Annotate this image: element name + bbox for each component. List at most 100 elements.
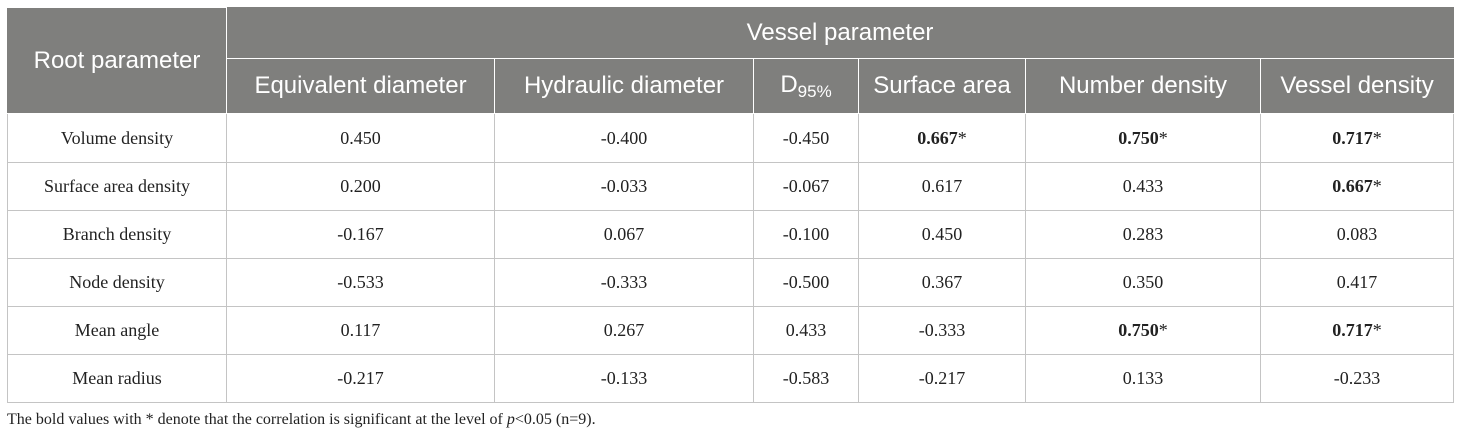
cell-value: 0.667 xyxy=(1332,176,1373,196)
table-cell: -0.233 xyxy=(1259,354,1455,403)
table-cell: 0.750* xyxy=(1025,113,1261,163)
table-cell: -0.133 xyxy=(494,354,754,403)
column-header-label: D xyxy=(780,70,798,98)
table-cell: 0.450 xyxy=(226,113,495,163)
column-header-row: Equivalent diameter Hydraulic diameter D95… xyxy=(8,58,1455,114)
column-header-label: Equivalent diameter xyxy=(254,72,467,99)
column-header-label: Surface area xyxy=(873,72,1011,99)
column-header: Hydraulic diameter xyxy=(494,58,754,114)
column-header: Number density xyxy=(1025,58,1261,114)
cell-value: 0.117 xyxy=(340,320,381,340)
table-cell: 0.067 xyxy=(494,210,754,259)
table-cell: -0.100 xyxy=(753,210,859,259)
correlation-table: Root parameter Vessel parameter Equivale… xyxy=(7,7,1455,403)
table-cell: -0.400 xyxy=(494,113,754,163)
cell-value: 0.267 xyxy=(603,320,645,340)
column-header-subscript: 95% xyxy=(797,81,832,101)
table-cell: 0.617 xyxy=(858,162,1026,211)
cell-value: -0.400 xyxy=(600,127,648,148)
cell-value: -0.333 xyxy=(918,320,966,340)
row-label: Volume density xyxy=(7,113,227,163)
cell-value: -0.533 xyxy=(337,272,384,292)
cell-value: -0.217 xyxy=(918,368,966,388)
table-cell: 0.350 xyxy=(1025,258,1261,307)
table-cell: -0.583 xyxy=(753,354,859,403)
significance-mark: * xyxy=(1372,176,1382,196)
significance-mark: * xyxy=(1372,320,1382,340)
table-cell: 0.117 xyxy=(226,306,495,355)
cell-value: -0.450 xyxy=(782,127,830,148)
table-cell: -0.217 xyxy=(858,354,1026,403)
table-cell: 0.717* xyxy=(1259,306,1455,355)
cell-value: -0.233 xyxy=(1333,368,1381,388)
cell-value: 0.750 xyxy=(1118,320,1159,340)
footnote-text-before: The bold values with * denote that the c… xyxy=(7,411,507,428)
table-cell: 0.283 xyxy=(1025,210,1261,259)
cell-value: -0.500 xyxy=(782,272,830,292)
column-header: D95% xyxy=(753,58,859,114)
table-cell: 0.450 xyxy=(858,210,1026,259)
table-cell: 0.433 xyxy=(1025,162,1261,211)
cell-value: 0.667 xyxy=(917,127,958,148)
table-row: Node density -0.533 -0.333 -0.500 0.367 0.350… xyxy=(7,258,1455,307)
table-row: Mean radius -0.217 -0.133 -0.583 -0.217 0.133… xyxy=(7,354,1455,403)
cell-value: -0.100 xyxy=(782,224,830,244)
cell-value: 0.417 xyxy=(1336,272,1378,292)
table-cell: 0.433 xyxy=(753,306,859,355)
cell-value: 0.350 xyxy=(1122,272,1164,292)
cell-value: 0.067 xyxy=(603,224,645,244)
table-cell: 0.667* xyxy=(1259,162,1455,211)
footnote-text-after: <0.05 (n=9). xyxy=(514,411,596,428)
cell-value: 0.200 xyxy=(340,176,381,196)
table-cell: -0.067 xyxy=(753,162,859,211)
row-label: Mean radius xyxy=(7,354,227,403)
cell-value: -0.217 xyxy=(337,368,384,388)
column-header: Surface area xyxy=(858,58,1026,114)
table-cell: 0.267 xyxy=(494,306,754,355)
cell-value: 0.433 xyxy=(1122,176,1164,196)
correlation-table-container: Root parameter Vessel parameter Equivale… xyxy=(7,7,1455,403)
cell-value: -0.333 xyxy=(600,272,648,292)
column-header-label: Number density xyxy=(1058,72,1228,99)
table-cell: 0.417 xyxy=(1259,258,1455,307)
cell-value: 0.433 xyxy=(785,320,827,340)
cell-value: 0.367 xyxy=(921,272,963,292)
footnote-p-symbol: p xyxy=(506,411,515,428)
table-cell: -0.167 xyxy=(226,210,495,259)
table-row: Surface area density 0.200 -0.033 -0.067 0.6… xyxy=(7,162,1455,211)
row-label: Surface area density xyxy=(7,162,227,211)
cell-value: 0.750 xyxy=(1118,127,1159,148)
cell-value: 0.450 xyxy=(340,127,381,148)
cell-value: -0.167 xyxy=(337,224,384,244)
table-cell: -0.217 xyxy=(226,354,495,403)
table-body: Volume density 0.450 -0.400 -0.450 0.667* 0.7… xyxy=(7,113,1455,403)
table-cell: 0.750* xyxy=(1025,306,1261,355)
row-label: Node density xyxy=(7,258,227,307)
cell-value: 0.617 xyxy=(921,176,963,196)
column-header: Equivalent diameter xyxy=(226,58,495,114)
table-header: Root parameter Vessel parameter Equivale… xyxy=(7,7,1455,114)
cell-value: 0.717 xyxy=(1332,320,1373,340)
table-cell: -0.033 xyxy=(494,162,754,211)
table-row: Branch density -0.167 0.067 -0.100 0.450 0.28… xyxy=(7,210,1455,259)
significance-mark: * xyxy=(1158,127,1168,148)
table-cell: 0.083 xyxy=(1259,210,1455,259)
cell-value: 0.133 xyxy=(1122,368,1164,388)
table-cell: -0.450 xyxy=(753,113,859,163)
significance-mark: * xyxy=(1158,320,1168,340)
table-footnote: The bold values with * denote that the c… xyxy=(7,411,596,429)
vessel-parameter-header: Vessel parameter xyxy=(225,7,1455,59)
cell-value: 0.717 xyxy=(1332,127,1373,148)
cell-value: 0.283 xyxy=(1122,224,1164,244)
cell-value: -0.133 xyxy=(600,368,648,388)
table-cell: 0.367 xyxy=(858,258,1026,307)
column-header: Vessel density xyxy=(1259,58,1455,114)
cell-value: -0.067 xyxy=(782,176,830,196)
column-header-label: Vessel density xyxy=(1280,72,1434,99)
row-label: Branch density xyxy=(7,210,227,259)
cell-value: -0.033 xyxy=(600,176,648,196)
table-cell: 0.133 xyxy=(1025,354,1261,403)
cell-value: 0.450 xyxy=(921,224,963,244)
significance-mark: * xyxy=(1372,127,1382,148)
table-cell: -0.333 xyxy=(858,306,1026,355)
